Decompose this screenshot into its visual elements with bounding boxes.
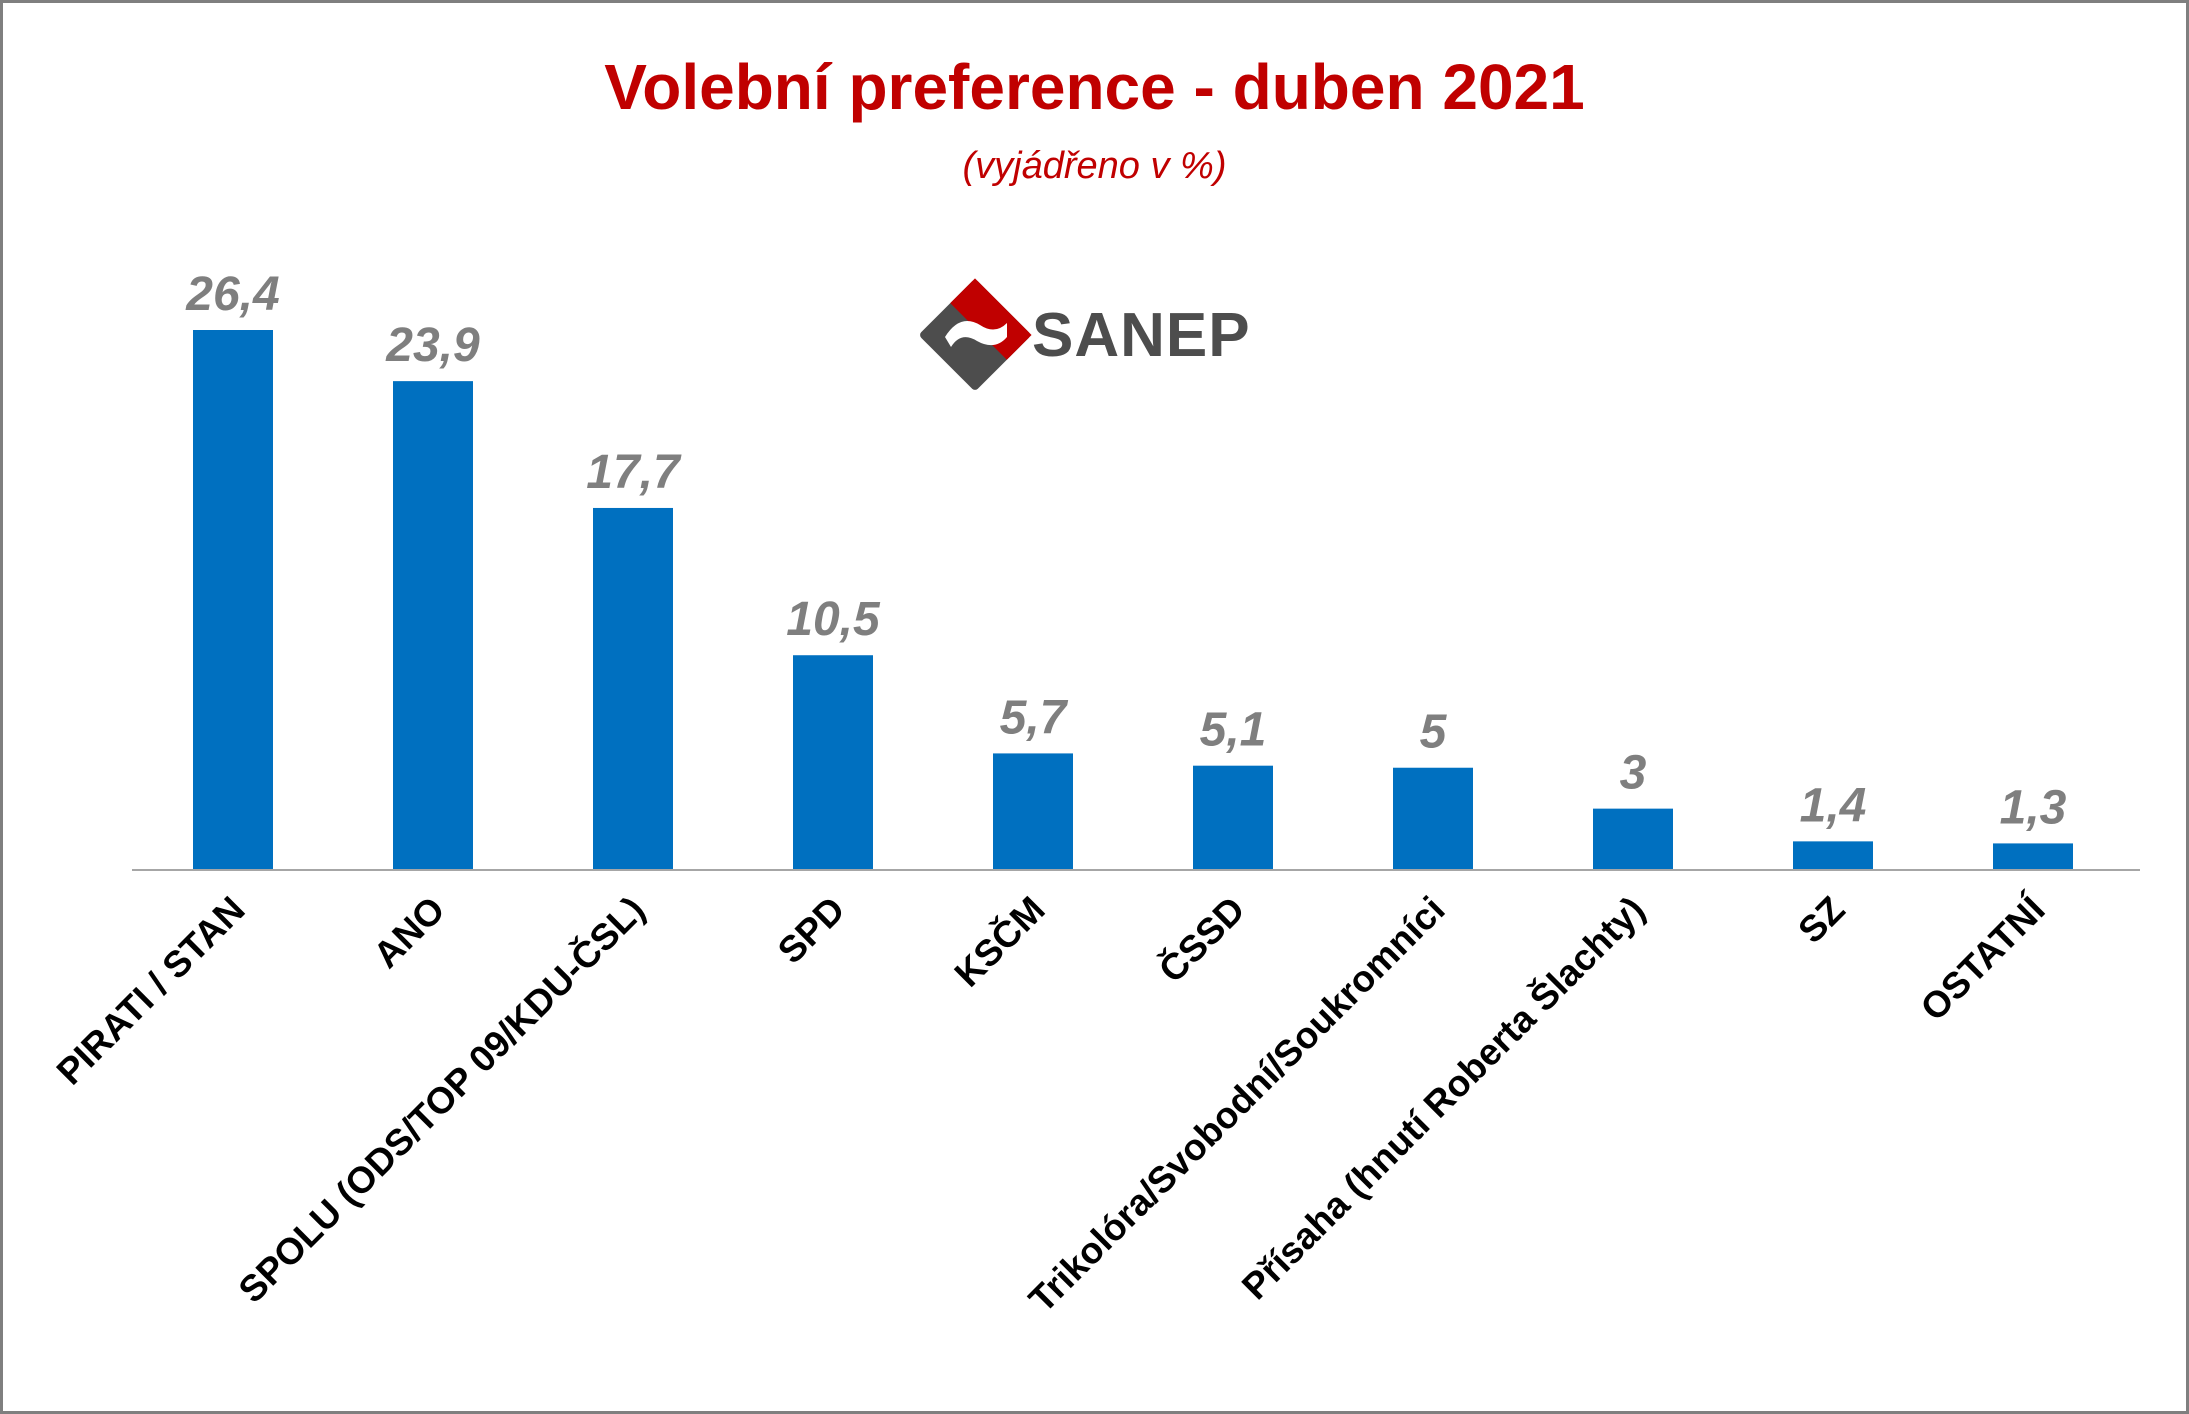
category-label-7: Přísaha (hnutí Roberta Šlachty) xyxy=(1233,888,1652,1307)
category-label-2: SPOLU (ODS/TOP 09/KDU-ČSL) xyxy=(230,888,653,1311)
bar-0 xyxy=(193,330,273,870)
category-label-8: SZ xyxy=(1790,889,1852,951)
value-label-8: 1,4 xyxy=(1800,779,1867,832)
value-label-9: 1,3 xyxy=(2000,781,2067,834)
value-label-6: 5 xyxy=(1420,706,1448,759)
bar-5 xyxy=(1193,765,1273,870)
bars-layer xyxy=(193,330,2073,870)
category-label-3: SPD xyxy=(770,889,853,972)
category-label-0: PIRATI / STAN xyxy=(49,889,253,1093)
value-label-4: 5,7 xyxy=(1000,691,1069,744)
bar-9 xyxy=(1993,843,2073,870)
category-label-4: KSČM xyxy=(946,888,1053,995)
value-label-2: 17,7 xyxy=(586,446,682,499)
value-label-0: 26,4 xyxy=(185,268,279,321)
bar-8 xyxy=(1793,841,1873,870)
bar-2 xyxy=(593,507,673,870)
bar-4 xyxy=(993,753,1073,870)
value-label-3: 10,5 xyxy=(786,593,881,646)
bar-1 xyxy=(393,381,473,870)
value-label-7: 3 xyxy=(1620,747,1647,800)
bar-3 xyxy=(793,655,873,870)
category-label-6: Trikolóra/Svobodní/Soukromníci xyxy=(1021,889,1453,1321)
chart-subtitle: (vyjádřeno v %) xyxy=(962,145,1227,187)
chart-title: Volební preference - duben 2021 xyxy=(604,51,1585,123)
bar-7 xyxy=(1593,808,1673,870)
bar-6 xyxy=(1393,767,1473,870)
sanep-logo-text: SANEP xyxy=(1032,301,1251,370)
category-label-9: OSTATNÍ xyxy=(1913,887,2054,1028)
category-label-5: ČSSD xyxy=(1150,888,1252,990)
sanep-logo-icon xyxy=(920,278,1032,390)
value-label-5: 5,1 xyxy=(1200,704,1267,757)
category-label-1: ANO xyxy=(366,889,453,976)
value-label-1: 23,9 xyxy=(385,319,480,372)
